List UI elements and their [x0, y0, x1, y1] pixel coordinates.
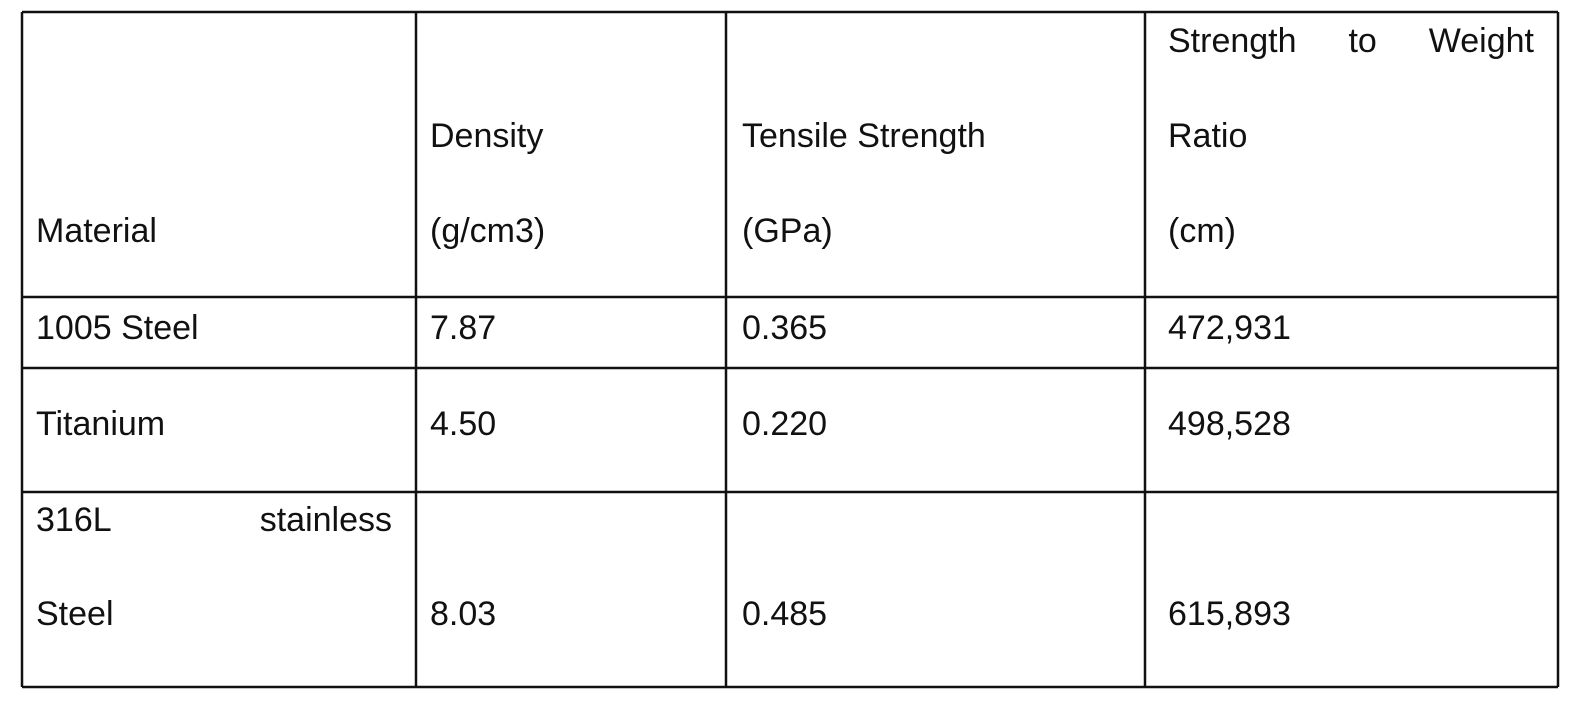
- header-cell: (cm): [1168, 211, 1236, 251]
- cell: 472,931: [1168, 308, 1291, 348]
- cell: 8.03: [430, 594, 496, 634]
- header-cell: Tensile Strength: [742, 116, 986, 156]
- cell: 498,528: [1168, 404, 1291, 444]
- cell: 615,893: [1168, 594, 1291, 634]
- header-cell: Density: [430, 116, 543, 156]
- page: Material Density (g/cm3) Tensile Strengt…: [0, 0, 1580, 705]
- cell: 4.50: [430, 404, 496, 444]
- cell: 7.87: [430, 308, 496, 348]
- cell: 316L stainless: [36, 500, 392, 540]
- header-cell: (g/cm3): [430, 211, 545, 251]
- header-cell: Ratio: [1168, 116, 1247, 156]
- header-cell: Strength to Weight: [1168, 21, 1534, 61]
- cell: 0.220: [742, 404, 827, 444]
- cell: Titanium: [36, 404, 165, 444]
- cell: Steel: [36, 594, 114, 634]
- cell: 1005 Steel: [36, 308, 199, 348]
- header-cell: (GPa): [742, 211, 833, 251]
- cell: 0.365: [742, 308, 827, 348]
- header-cell: Material: [36, 211, 157, 251]
- cell: 0.485: [742, 594, 827, 634]
